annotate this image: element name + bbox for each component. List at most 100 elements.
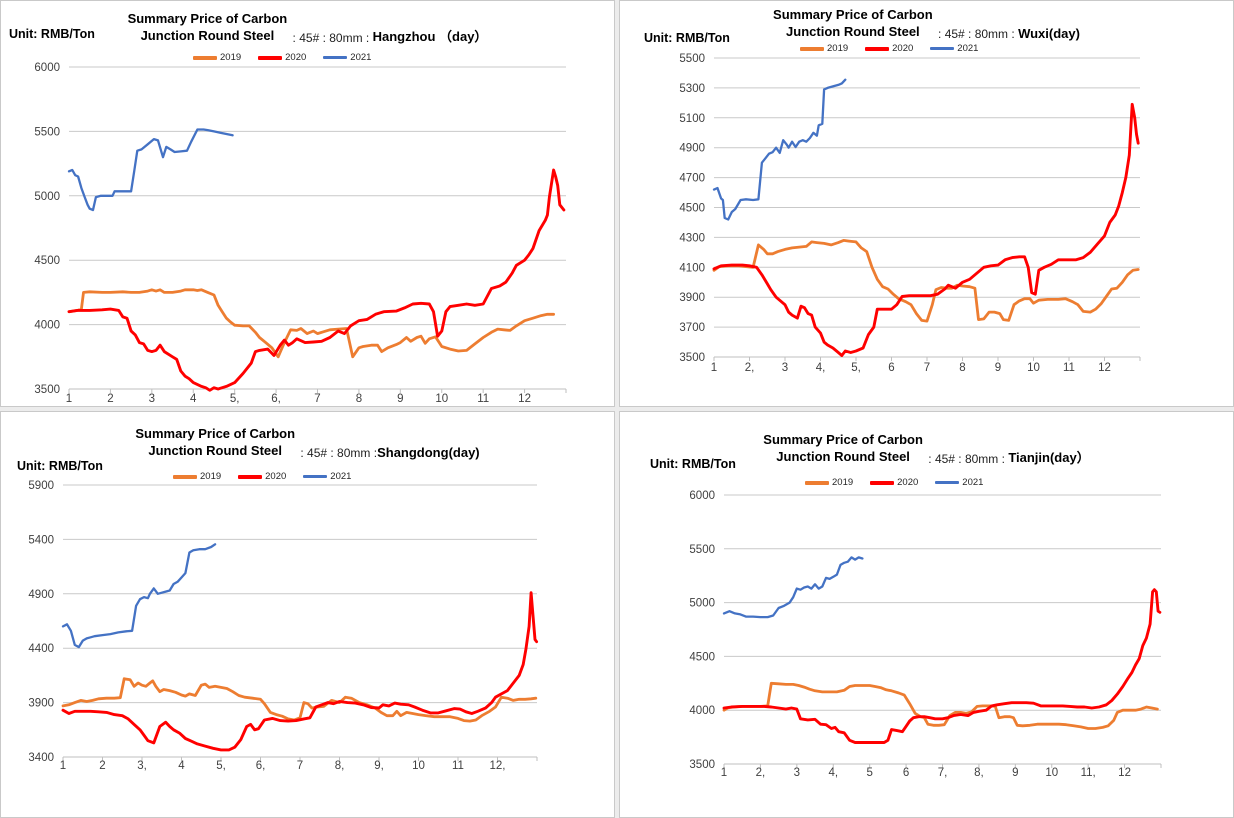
legend-label: 2021	[330, 471, 352, 482]
y-tick-label: 6000	[689, 490, 715, 502]
x-tick-label: 5,	[230, 393, 240, 405]
y-tick-label: 3500	[679, 352, 705, 364]
x-tick-label: 9	[397, 393, 403, 405]
series-line-2020	[712, 102, 1140, 357]
legend-item-2020: 2020	[865, 43, 913, 54]
legend-swatch-2019	[800, 46, 824, 51]
y-tick-label: 4400	[28, 643, 54, 655]
y-tick-label: 5100	[679, 113, 705, 125]
legend-label: 2021	[350, 52, 372, 63]
legend-swatch-2020	[238, 474, 263, 479]
unit-label: Unit: RMB/Ton	[9, 27, 95, 41]
y-tick-label: 3900	[28, 698, 54, 710]
x-tick-label: 11	[477, 393, 489, 405]
legend-label: 2020	[892, 43, 914, 54]
series-line-2021	[67, 128, 234, 212]
y-tick-label: 3500	[34, 384, 60, 396]
legend-item-2019: 2019	[805, 477, 853, 488]
legend-label: 2019	[200, 471, 222, 482]
legend-label: 2019	[827, 43, 849, 54]
x-tick-label: 5	[866, 767, 872, 779]
chart-panel-shangdong: 5900 5400 4900 4400 3900 3400 1 2 3, 4 5, 6, 7 8, 9, 10…	[0, 411, 615, 818]
x-tick-label: 12	[1098, 362, 1111, 374]
legend-label: 2021	[962, 477, 984, 488]
x-tick-label: 7	[924, 362, 930, 374]
x-tick-label: 2	[107, 393, 113, 405]
legend-swatch-2020	[870, 480, 895, 485]
y-tick-label: 4000	[34, 320, 60, 332]
legend: 2019 2020 2021	[805, 477, 983, 488]
x-tick-label: 9	[1012, 767, 1018, 779]
y-tick-label: 5300	[679, 83, 705, 95]
y-tick-label: 5900	[28, 480, 54, 492]
legend-label: 2019	[220, 52, 242, 63]
legend-swatch-2019	[173, 474, 197, 479]
x-tick-label: 1	[711, 362, 717, 374]
x-tick-label: 9	[995, 362, 1001, 374]
legend-swatch-2020	[865, 46, 890, 51]
legend-swatch-2019	[193, 55, 217, 60]
x-tick-label: 6	[888, 362, 894, 374]
legend-label: 2020	[897, 477, 919, 488]
chart-panel-wuxi: 5500 5300 5100 4900 4700 4500 4300 4100 3900 3700…	[619, 0, 1234, 407]
series-line-2020	[61, 591, 539, 752]
legend-item-2019: 2019	[173, 471, 221, 482]
legend: 2019 2020 2021	[173, 471, 351, 482]
legend-swatch-2021	[323, 56, 348, 59]
x-tick-label: 9,	[374, 760, 384, 772]
legend: 2019 2020 2021	[193, 52, 371, 63]
series-line-2020	[67, 168, 566, 392]
x-tick-label: 5,	[216, 760, 226, 772]
y-tick-label: 3700	[679, 322, 705, 334]
legend-item-2021: 2021	[935, 477, 983, 488]
x-tick-label: 4,	[828, 767, 838, 779]
y-tick-label: 4900	[28, 589, 54, 601]
x-tick-label: 10	[1045, 767, 1058, 779]
x-tick-label: 1	[721, 767, 727, 779]
x-tick-label: 12,	[490, 760, 506, 772]
chart-panel-hangzhou: 6000 5500 5000 4500 4000 3500 1 2 3 4 5, 6, 7 8 9 10 11 1…	[0, 0, 615, 407]
legend-label: 2019	[832, 477, 854, 488]
y-tick-label: 5400	[28, 534, 54, 546]
legend-item-2020: 2020	[258, 52, 306, 63]
series-line-2019	[61, 677, 538, 723]
y-tick-label: 5500	[679, 53, 705, 65]
x-tick-label: 8,	[335, 760, 345, 772]
x-tick-label: 10	[412, 760, 425, 772]
x-tick-label: 3,	[137, 760, 147, 772]
x-tick-label: 11	[452, 760, 464, 772]
series-line-2019	[67, 288, 555, 359]
plot-area: 5900 5400 4900 4400 3900 3400 1 2 3, 4 5, 6, 7 8, 9, 10…	[28, 480, 539, 772]
x-tick-label: 6,	[256, 760, 266, 772]
x-tick-label: 2,	[756, 767, 766, 779]
x-tick-label: 4	[178, 760, 185, 772]
series-line-2021	[712, 78, 847, 221]
plot-area: 6000 5500 5000 4500 4000 3500 1 2, 3 4, 5 6 7, 8, 9 10 1…	[689, 490, 1162, 779]
y-tick-label: 4500	[679, 203, 705, 215]
series-line-2021	[61, 543, 217, 649]
legend: 2019 2020 2021	[800, 43, 978, 54]
legend-swatch-2021	[930, 47, 955, 50]
x-tick-label: 12	[1118, 767, 1131, 779]
x-tick-label: 6	[903, 767, 909, 779]
y-tick-label: 3400	[28, 752, 54, 764]
y-tick-label: 4500	[34, 255, 60, 267]
x-tick-label: 8	[356, 393, 362, 405]
series-line-2019	[722, 681, 1159, 730]
x-tick-label: 1	[66, 393, 72, 405]
x-tick-label: 11	[1063, 362, 1075, 374]
y-tick-label: 4100	[679, 262, 705, 274]
y-tick-label: 3500	[689, 759, 715, 771]
chart-panel-tianjin: 6000 5500 5000 4500 4000 3500 1 2, 3 4, 5 6 7, 8, 9 10 1…	[619, 411, 1234, 818]
x-tick-label: 2,	[745, 362, 755, 374]
legend-swatch-2021	[935, 481, 960, 484]
y-tick-label: 4700	[679, 173, 705, 185]
x-tick-label: 7	[314, 393, 320, 405]
legend-label: 2021	[957, 43, 979, 54]
unit-label: Unit: RMB/Ton	[644, 31, 730, 45]
x-tick-label: 11,	[1081, 767, 1096, 779]
x-tick-label: 3	[794, 767, 800, 779]
x-tick-label: 4	[190, 393, 197, 405]
